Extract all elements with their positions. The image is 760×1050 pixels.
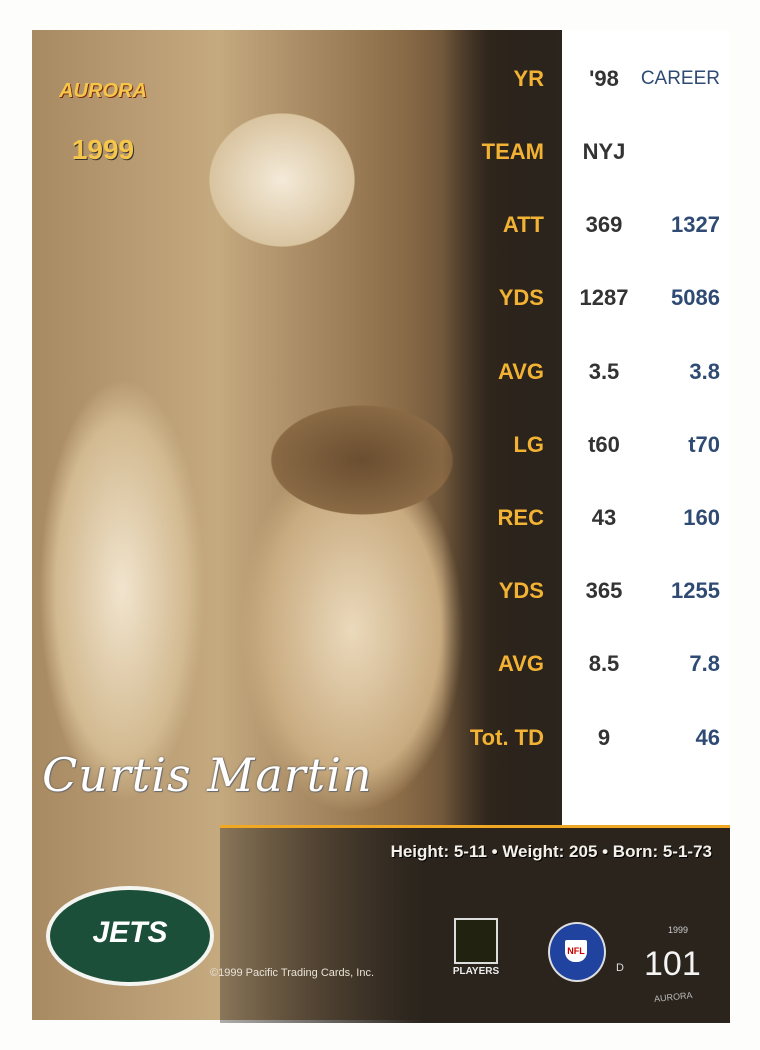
stat-label: YR [513, 66, 544, 91]
stat-label: AVG [497, 651, 544, 677]
player-vitals: Height: 5-11 • Weight: 205 • Born: 5-1-7… [390, 842, 712, 861]
stat-row: ATT 369 1327 [32, 212, 730, 242]
jets-logo: JETS [46, 886, 214, 986]
stat-label: ATT [502, 212, 544, 238]
stat-label: TEAM [481, 139, 544, 164]
stat-career: 1327 [671, 212, 720, 238]
aurora-logo-text: AURORA [59, 80, 147, 102]
stat-season: NYJ [582, 139, 626, 164]
stat-season: 369 [585, 212, 623, 238]
stat-season: 43 [591, 505, 617, 530]
stat-row: AVG 8.5 7.8 [32, 651, 730, 681]
stat-season: '98 [589, 66, 619, 91]
stat-label: Tot. TD [469, 724, 544, 750]
stat-career: 5086 [671, 285, 720, 311]
card-back: AURORA 1999 YR '98 CAREER TEAM NYJ ATT 369 1327… [32, 30, 730, 1023]
aurora-logo: AURORA 1999 [44, 42, 162, 165]
stat-career: 7.8 [689, 651, 720, 677]
stat-label-column [442, 30, 562, 825]
stat-row: YDS 1287 5086 [32, 285, 730, 315]
aurora-logo-year: 1999 [71, 134, 135, 165]
stat-label: AVG [497, 358, 544, 384]
stat-label: YDS [498, 285, 544, 311]
stat-career: 46 [695, 724, 720, 750]
stat-row: AVG 3.5 3.8 [32, 359, 730, 389]
stat-season: t60 [588, 431, 620, 457]
stat-career: t70 [688, 431, 720, 457]
stat-label: LG [513, 431, 544, 457]
stat-season: 9 [597, 724, 611, 750]
stat-value-column [562, 30, 730, 825]
stat-career: 160 [683, 505, 720, 530]
players-logo: PLAYERS [450, 918, 502, 980]
stat-row: YR '98 CAREER [32, 66, 730, 96]
player-name: Curtis Martin [42, 748, 373, 802]
stat-career: 3.8 [689, 358, 720, 384]
stat-label: YDS [498, 578, 544, 604]
d-mark: D [616, 962, 624, 974]
stat-career: 1255 [671, 578, 720, 604]
set-year: 1999 [668, 925, 689, 935]
stat-career: CAREER [640, 68, 720, 89]
stat-label: REC [497, 505, 544, 530]
stat-row: LG t60 t70 [32, 432, 730, 462]
nfl-shield-icon: NFL [548, 922, 606, 982]
stat-row: YDS 365 1255 [32, 578, 730, 608]
stat-row: TEAM NYJ [32, 139, 730, 169]
stat-row: REC 43 160 [32, 505, 730, 535]
stat-season: 1287 [579, 285, 629, 311]
stat-row: Tot. TD 9 46 [32, 725, 730, 755]
stat-season: 8.5 [588, 651, 620, 677]
card-number: 101 [644, 945, 701, 983]
stat-season: 3.5 [588, 358, 620, 384]
copyright: ©1999 Pacific Trading Cards, Inc. [210, 967, 375, 979]
stat-season: 365 [585, 578, 623, 604]
